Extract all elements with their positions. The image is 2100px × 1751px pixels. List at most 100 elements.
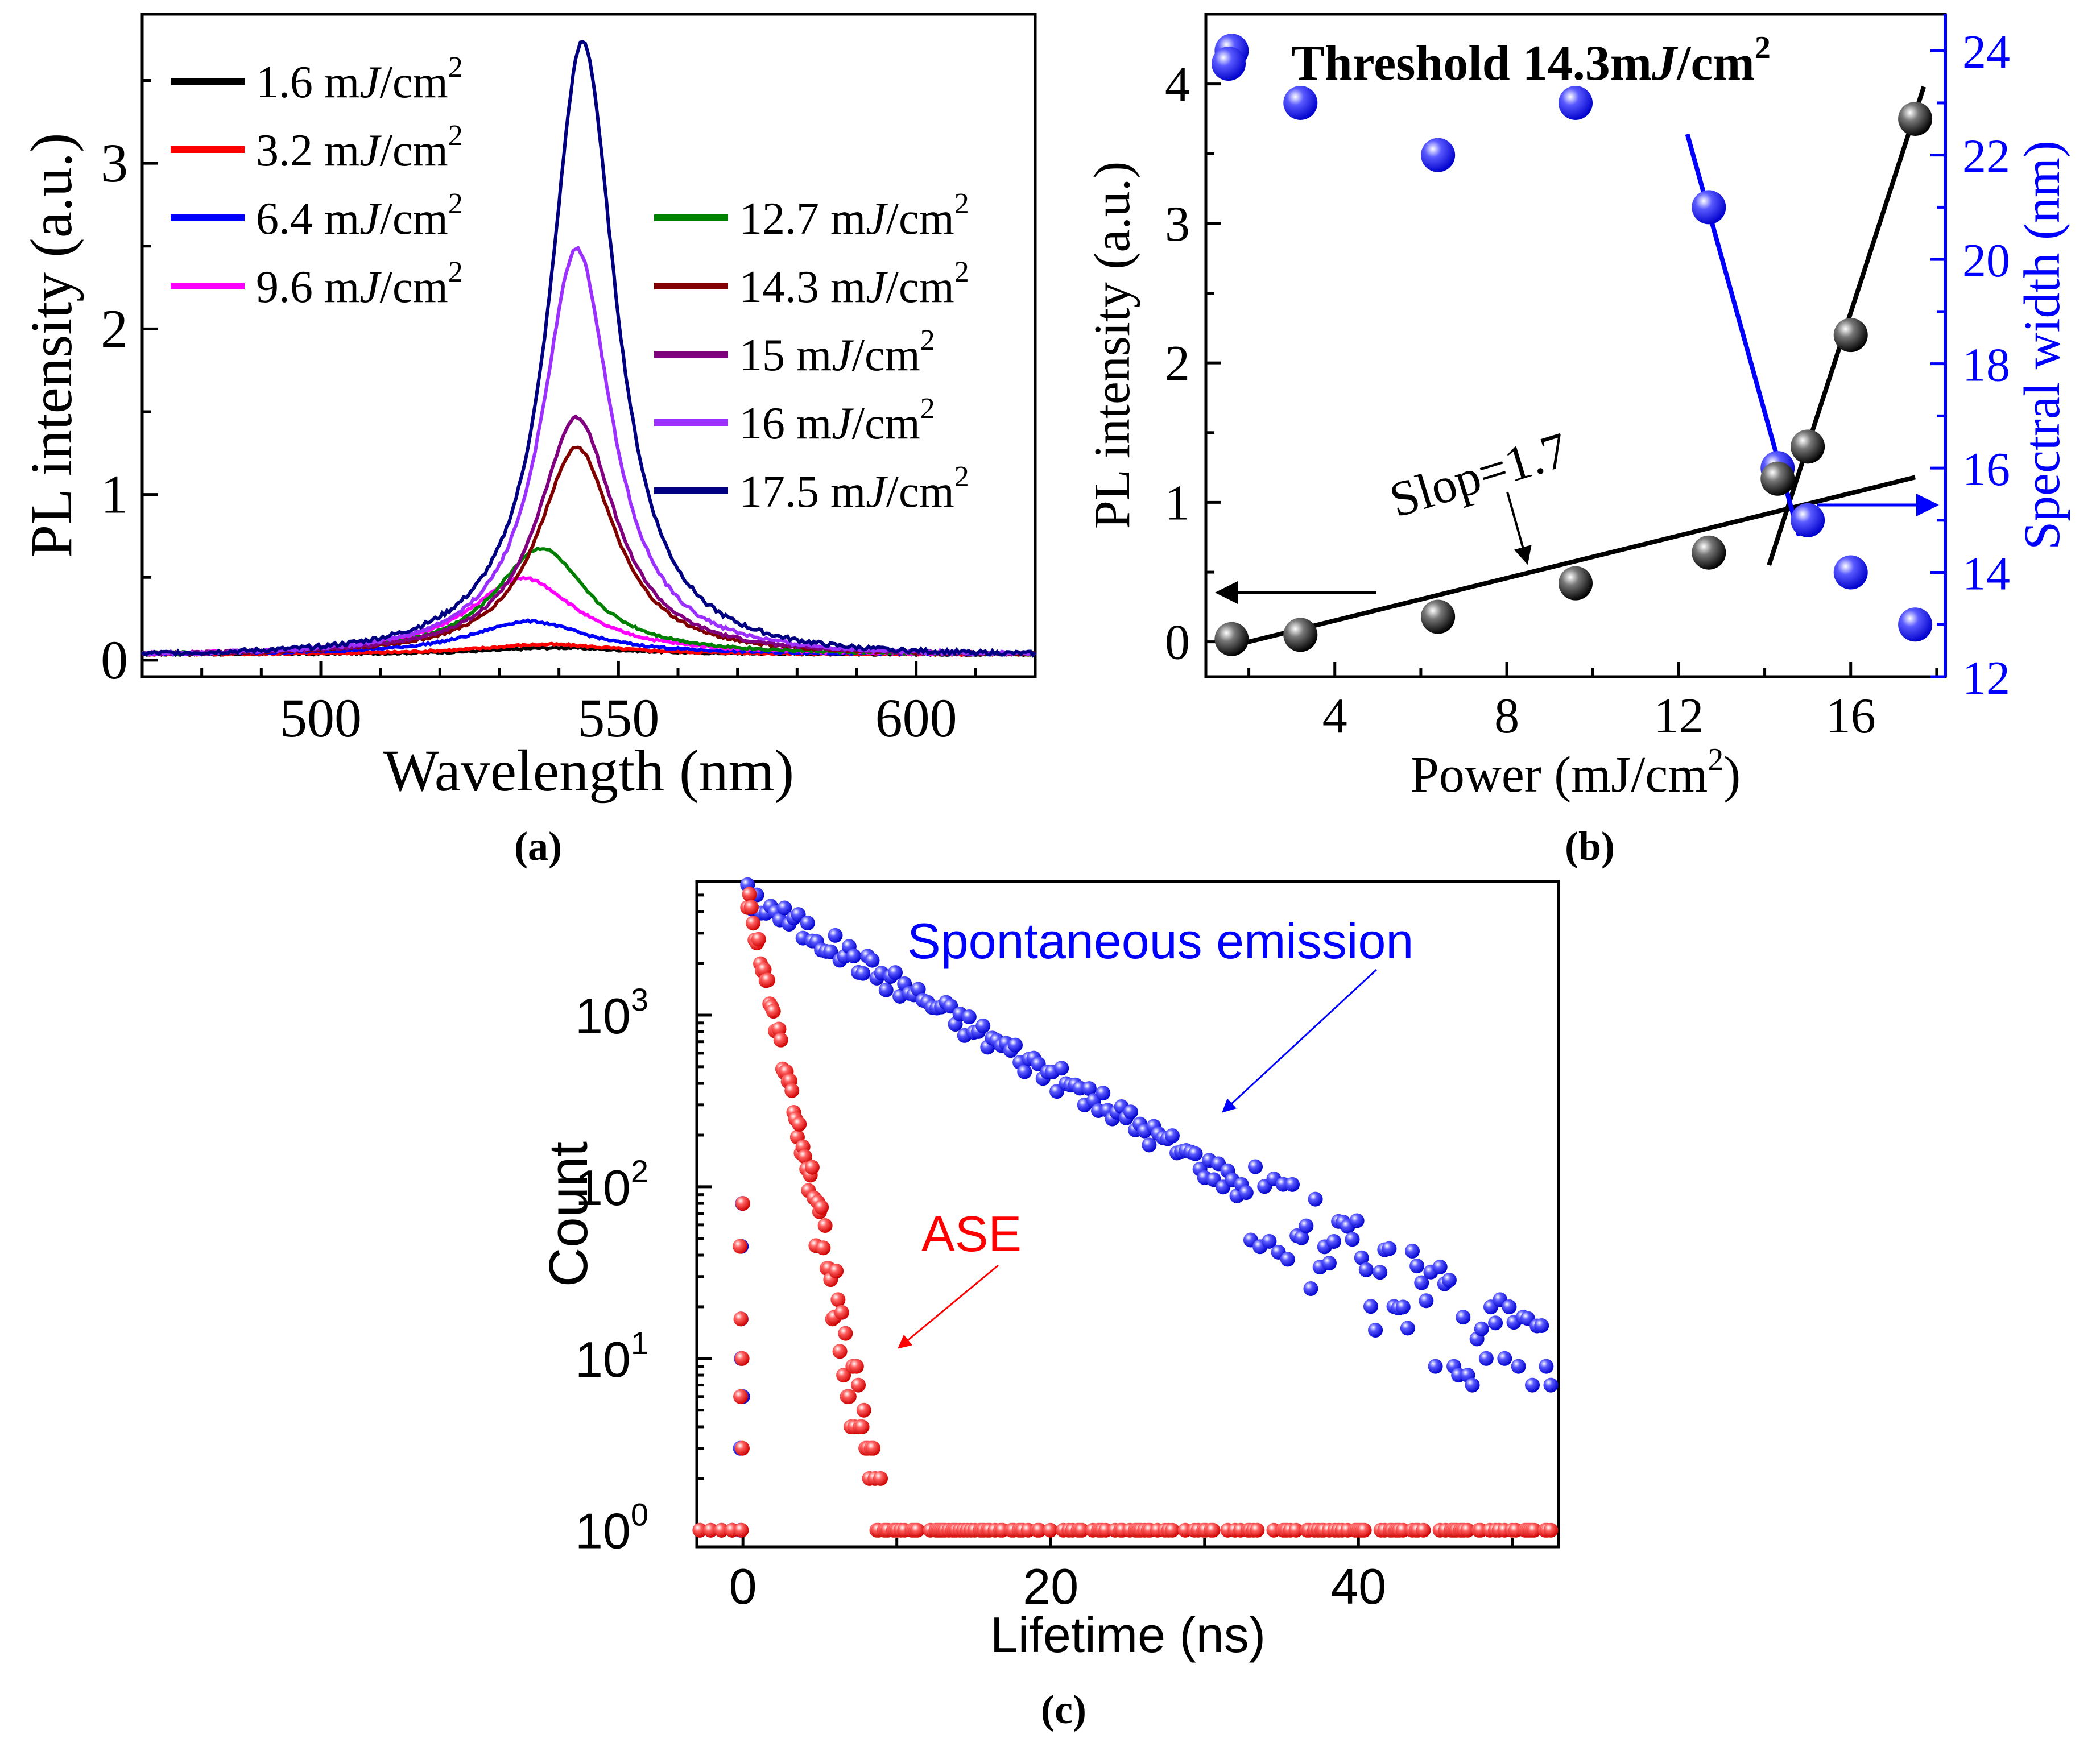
legend-value: 17.5 m — [739, 467, 866, 517]
y-tick-label: 3 — [1165, 197, 1190, 252]
series-line-9-6 — [142, 576, 1036, 657]
ase-point — [910, 1522, 925, 1538]
ase-point — [734, 1351, 750, 1366]
threshold-title-unit-cm: /cm — [1676, 36, 1755, 91]
ase-point — [1416, 1522, 1431, 1538]
spontaneous-emission-point — [1248, 1159, 1263, 1174]
panel-a-label: (a) — [514, 823, 562, 869]
spontaneous-emission-point — [1497, 1351, 1512, 1366]
y-tick-label: 4 — [1165, 57, 1190, 113]
ase-point — [760, 972, 775, 988]
spontaneous-emission-point — [1321, 1256, 1337, 1271]
ase-point — [743, 900, 759, 915]
spontaneous-emission-point — [1474, 1321, 1489, 1336]
legend-marker-spectral-width — [1212, 47, 1246, 81]
ase-arrow — [898, 1264, 999, 1349]
y-tick-base: 10 — [575, 1503, 631, 1559]
ase-point — [742, 887, 757, 902]
series-line-16 — [142, 245, 1037, 658]
spectral-width-point — [1692, 190, 1726, 225]
spectral-width-point — [1283, 85, 1318, 120]
spontaneous-emission-point — [1123, 1104, 1138, 1120]
spontaneous-emission-point — [1142, 1137, 1157, 1153]
spontaneous-emission-point — [1543, 1377, 1559, 1393]
right-tick-label: 18 — [1962, 339, 2010, 392]
legend-label: 12.7 mJ/cm2 — [739, 188, 969, 244]
right-tick-label: 24 — [1962, 26, 2010, 78]
y-tick-label: 102 — [575, 1153, 648, 1216]
y-tick-base: 10 — [575, 1331, 631, 1388]
spontaneous-emission-point — [1262, 1233, 1277, 1249]
legend-unit-sup: 2 — [448, 51, 463, 84]
ase-point — [832, 1344, 848, 1359]
ase-point — [814, 1199, 829, 1215]
low-power-fit-line — [1231, 475, 1916, 648]
spontaneous-emission-point — [800, 916, 815, 931]
intensity-point — [1421, 599, 1456, 634]
ase-point — [851, 1377, 866, 1393]
ase-point — [733, 1389, 749, 1404]
spontaneous-emission-point — [1382, 1241, 1397, 1256]
y-tick-label: 101 — [575, 1325, 648, 1388]
spontaneous-emission-point — [1096, 1086, 1111, 1101]
legend-unit-cm: /cm — [852, 330, 920, 380]
series-line-17-5 — [140, 40, 1037, 658]
ase-point — [773, 1032, 788, 1048]
spectral-width-point — [1559, 85, 1593, 120]
spontaneous-emission-point — [1395, 1299, 1411, 1315]
ase-point — [1032, 1522, 1047, 1538]
slope-annotation-arrow — [1506, 491, 1532, 565]
spontaneous-emission-point — [1409, 1259, 1425, 1274]
ase-point — [784, 1083, 800, 1098]
panel-c-y-axis-label: Count — [538, 1141, 599, 1287]
legend-label: 16 mJ/cm2 — [739, 392, 935, 449]
ase-point — [771, 1021, 787, 1037]
y-tick-exponent: 1 — [631, 1325, 648, 1361]
slope-annotation: Slop=1.7 — [1383, 423, 1574, 529]
x-tick-label: 4 — [1322, 689, 1347, 744]
panel-b-label: (b) — [1565, 823, 1615, 869]
y-tick-label: 2 — [1165, 336, 1190, 391]
legend-label: 1.6 mJ/cm2 — [256, 51, 463, 107]
legend-label: 3.2 mJ/cm2 — [256, 119, 463, 176]
legend-unit-cm: /cm — [380, 194, 448, 244]
ase-point — [746, 916, 761, 931]
panel-a-x-axis-label: Wavelength (nm) — [383, 738, 794, 804]
spontaneous-emission-point — [1326, 1233, 1342, 1249]
spontaneous-emission-point — [1428, 1359, 1443, 1374]
y-tick-exponent: 3 — [631, 982, 648, 1017]
y-tick-exponent: 2 — [631, 1153, 648, 1189]
panel-c-points — [692, 877, 1559, 1538]
legend-unit-cm: /cm — [380, 57, 448, 107]
ase-point — [834, 1305, 849, 1320]
panel-a-y-axis-label: PL intensity (a.u.) — [19, 133, 84, 557]
spectral-width-point — [1791, 503, 1825, 537]
spontaneous-emission-point — [1502, 1299, 1517, 1315]
ase-point — [836, 1368, 851, 1383]
legend-value: 3.2 m — [256, 126, 359, 176]
intensity-point — [1283, 618, 1318, 652]
y-tick-label: 0 — [1165, 615, 1190, 670]
right-tick-label: 12 — [1962, 652, 2010, 705]
x-tick-label: 16 — [1826, 689, 1876, 744]
spontaneous-emission-point — [1456, 1310, 1471, 1325]
intensity-point — [1898, 101, 1933, 136]
spontaneous-emission-point — [1363, 1299, 1378, 1314]
spontaneous-emission-point — [1308, 1191, 1323, 1207]
spontaneous-emission-point — [961, 1009, 977, 1025]
ase-point — [829, 1264, 844, 1279]
spontaneous-emission-point — [1404, 1243, 1420, 1259]
spontaneous-emission-point — [1432, 1259, 1448, 1274]
x-tick-label: 550 — [577, 688, 659, 748]
threshold-title-unit-sup: 2 — [1755, 30, 1771, 65]
panel-b-x-label-close: ) — [1723, 747, 1741, 803]
spontaneous-emission-point — [1465, 1377, 1480, 1393]
legend-unit-sup: 2 — [954, 256, 969, 288]
legend-unit-cm: /cm — [886, 262, 954, 312]
panel-b-right-axis-label: Spectral width (nm) — [2014, 140, 2070, 550]
spontaneous-emission-point — [1441, 1272, 1457, 1288]
spontaneous-emission-point — [1280, 1252, 1295, 1267]
